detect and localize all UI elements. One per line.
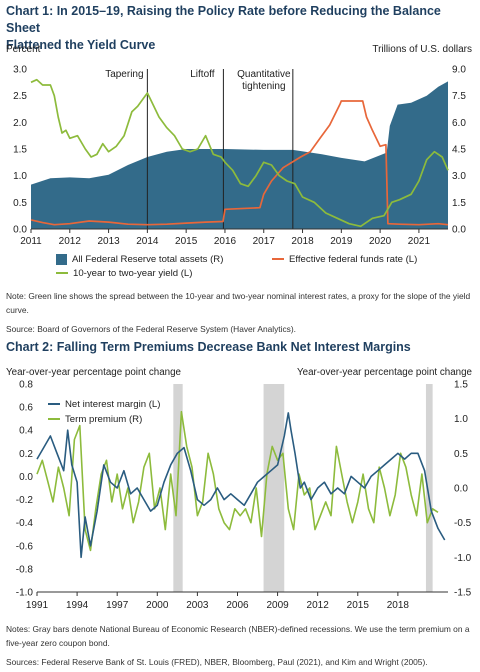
y-right-tick-label: 1.0: [454, 414, 468, 425]
y-right-tick-label: 0.5: [454, 449, 468, 460]
chart2-right-axis-title: Year-over-year percentage point change: [296, 367, 472, 378]
chart2-plot: -1.0 -0.8 -0.6 -0.4 -0.2 0.0 0.2 0.4 0.6 0.8 -1.5 -…: [16, 380, 472, 612]
y-left-tick-label: 0.8: [19, 380, 33, 391]
nim-legend-label: Net interest margin (L): [65, 399, 161, 410]
annotation-tightening: tightening: [242, 81, 285, 92]
chart1-left-axis-title: Percent: [6, 44, 41, 55]
y-left-tick-label: 3.0: [13, 65, 27, 76]
y-left-tick-label: 0.5: [13, 198, 27, 209]
y-left-tick-label: -0.6: [16, 541, 34, 552]
x-tick-label: 2012: [59, 236, 82, 247]
x-tick-label: 2015: [175, 236, 198, 247]
ffr-legend-label: Effective federal funds rate (L): [289, 254, 418, 265]
x-tick-label: 2016: [214, 236, 237, 247]
y-right-tick-label: 6.0: [452, 118, 466, 129]
y-left-tick-label: 0.6: [19, 403, 33, 414]
chart2-note: Notes: Gray bars denote National Bureau …: [6, 624, 470, 648]
chart2-legend-nim: Net interest margin (L): [48, 399, 160, 410]
y-right-tick-label: -1.5: [454, 588, 472, 599]
y-right-tick-label: 0.0: [452, 225, 466, 236]
x-tick-label: 2018: [291, 236, 314, 247]
chart1-title-line2: Flattened the Yield Curve: [6, 38, 156, 52]
spread-line: [30, 78, 449, 228]
y-left-tick-label: 1.5: [13, 145, 27, 156]
chart1-legend-assets: All Federal Reserve total assets (R): [56, 254, 223, 265]
y-right-tick-label: 3.0: [452, 171, 466, 182]
y-left-tick-label: 0.4: [19, 426, 33, 437]
chart2-source: Sources: Federal Reserve Bank of St. Lou…: [6, 657, 428, 667]
y-left-tick-label: -0.4: [16, 518, 34, 529]
ffr-swatch: [272, 258, 284, 261]
y-left-tick-label: 2.5: [13, 91, 27, 102]
y-left-tick-label: 1.0: [13, 171, 27, 182]
y-right-tick-label: 1.5: [452, 198, 466, 209]
annotation-liftoff: Liftoff: [190, 69, 214, 80]
tp-legend-label: Term premium (R): [65, 414, 143, 425]
chart1-right-axis-title: Trillions of U.S. dollars: [372, 44, 472, 55]
chart2-legend-tp: Term premium (R): [48, 414, 142, 425]
y-right-tick-label: 9.0: [452, 65, 466, 76]
recession-bar: [263, 384, 285, 592]
x-tick-label: 2003: [186, 600, 209, 611]
assets-legend-label: All Federal Reserve total assets (R): [72, 254, 224, 266]
chart1-title: Chart 1: In 2015–19, Raising the Policy …: [6, 3, 476, 54]
y-right-tick-label: 7.5: [452, 91, 466, 102]
chart2-left-axis-title: Year-over-year percentage point change: [6, 367, 182, 378]
nim-line: [36, 412, 446, 559]
x-tick-label: 2017: [253, 236, 276, 247]
assets-swatch: [56, 254, 67, 265]
assets-area: [31, 81, 448, 230]
y-left-tick-label: -0.2: [16, 495, 34, 506]
y-left-tick-label: 0.0: [19, 472, 33, 483]
x-tick-label: 2020: [369, 236, 392, 247]
x-tick-label: 2015: [347, 600, 370, 611]
y-right-tick-label: -1.0: [454, 553, 472, 564]
recession-bar: [425, 384, 433, 592]
y-right-tick-label: -0.5: [454, 518, 472, 529]
x-tick-label: 2012: [307, 600, 330, 611]
annotation-quantitative: Quantitative: [237, 69, 291, 80]
y-left-tick-label: -0.8: [16, 564, 34, 575]
spread-swatch: [56, 272, 68, 275]
x-tick-label: 2009: [266, 600, 289, 611]
x-tick-label: 1997: [106, 600, 129, 611]
x-tick-label: 2019: [330, 236, 353, 247]
x-tick-label: 2006: [226, 600, 249, 611]
x-tick-label: 2021: [408, 236, 431, 247]
chart1-note: Note: Green line shows the spread betwee…: [6, 291, 471, 315]
y-right-tick-label: 4.5: [452, 145, 466, 156]
x-tick-label: 2000: [146, 600, 169, 611]
chart1-legend-spread: 10-year to two-year yield (L): [56, 268, 192, 279]
annotation-tapering: Tapering: [105, 69, 143, 80]
spread-legend-label: 10-year to two-year yield (L): [73, 268, 193, 279]
x-tick-label: 2014: [136, 236, 159, 247]
tp-swatch: [48, 418, 60, 421]
y-right-tick-label: 0.0: [454, 484, 468, 495]
nim-swatch: [48, 403, 60, 406]
chart2-title: Chart 2: Falling Term Premiums Decrease …: [6, 340, 411, 354]
chart1-title-line1: Chart 1: In 2015–19, Raising the Policy …: [6, 4, 441, 35]
term-premium-line: [36, 410, 439, 552]
x-tick-label: 2011: [20, 236, 42, 247]
chart1-legend-ffr: Effective federal funds rate (L): [272, 254, 417, 265]
x-tick-label: 2013: [97, 236, 120, 247]
chart1-source: Source: Board of Governors of the Federa…: [6, 324, 296, 334]
x-tick-label: 1991: [26, 600, 49, 611]
x-tick-label: 2018: [387, 600, 410, 611]
y-left-tick-label: 2.0: [13, 118, 27, 129]
ffr-line: [30, 100, 449, 226]
y-left-tick-label: 0.2: [19, 449, 33, 460]
y-right-tick-label: 1.5: [454, 380, 468, 391]
x-tick-label: 1994: [66, 600, 89, 611]
y-left-tick-label: 0.0: [13, 225, 27, 236]
y-left-tick-label: -1.0: [16, 588, 34, 599]
